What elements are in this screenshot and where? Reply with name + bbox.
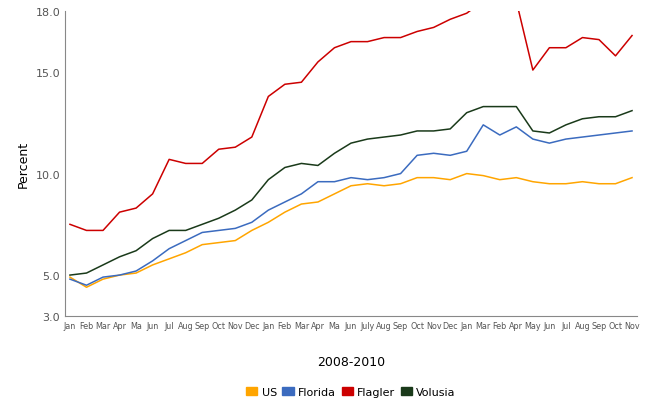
Y-axis label: Percent: Percent bbox=[17, 141, 30, 188]
X-axis label: 2008-2010: 2008-2010 bbox=[317, 355, 385, 368]
Legend: US, Florida, Flagler, Volusia: US, Florida, Flagler, Volusia bbox=[242, 383, 460, 401]
